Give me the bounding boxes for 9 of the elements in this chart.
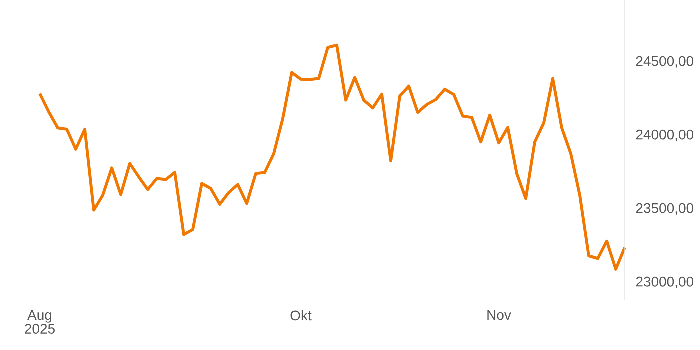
y-tick-label: 24000,00: [636, 130, 694, 142]
x-tick-label: Okt: [290, 310, 312, 321]
x-tick-label: Nov: [488, 310, 512, 320]
line-series: [38, 44, 626, 271]
x-tick-label: Aug: [28, 310, 52, 323]
text: 2025: [25, 324, 55, 334]
y-tick-label: 24500,00: [636, 56, 694, 68]
y-tick-label: 23000,00: [636, 276, 694, 288]
y-tick-label: 23500,00: [636, 203, 694, 215]
